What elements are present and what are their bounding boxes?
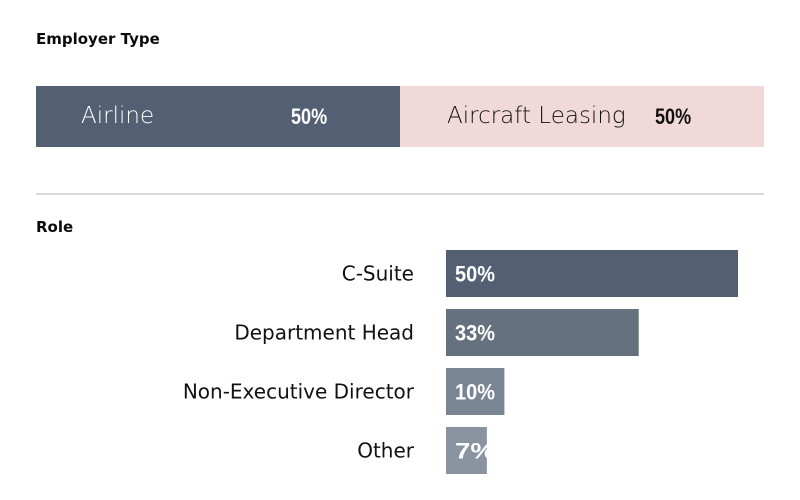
segment-aircraft-leasing-label: Aircraft Leasing	[447, 103, 626, 129]
category-label-other: Other	[357, 439, 415, 463]
category-label-c-suite: C-Suite	[342, 262, 414, 286]
employer-type-bar: Airline 50% Aircraft Leasing 50%	[36, 86, 764, 147]
value-label-department-head: 33%	[455, 321, 495, 346]
bar-other	[446, 427, 487, 474]
employer-type-title: Employer Type	[36, 30, 160, 48]
role-title: Role	[36, 218, 74, 236]
category-label-non-executive-director: Non-Executive Director	[183, 380, 415, 404]
segment-aircraft-leasing: Aircraft Leasing 50%	[400, 86, 764, 147]
bar-c-suite	[446, 250, 738, 297]
segment-aircraft-leasing-value: 50%	[655, 104, 692, 129]
segment-airline: Airline 50%	[36, 86, 400, 147]
segment-airline-label: Airline	[81, 103, 155, 129]
section-divider	[36, 193, 764, 195]
segment-airline-value: 50%	[291, 104, 328, 129]
value-label-c-suite: 50%	[455, 262, 495, 287]
category-label-department-head: Department Head	[234, 321, 414, 345]
value-label-non-executive-director: 10%	[455, 380, 495, 405]
bar-department-head	[446, 309, 639, 356]
value-label-other: 7%	[455, 439, 495, 464]
bar-non-executive-director	[446, 368, 505, 415]
